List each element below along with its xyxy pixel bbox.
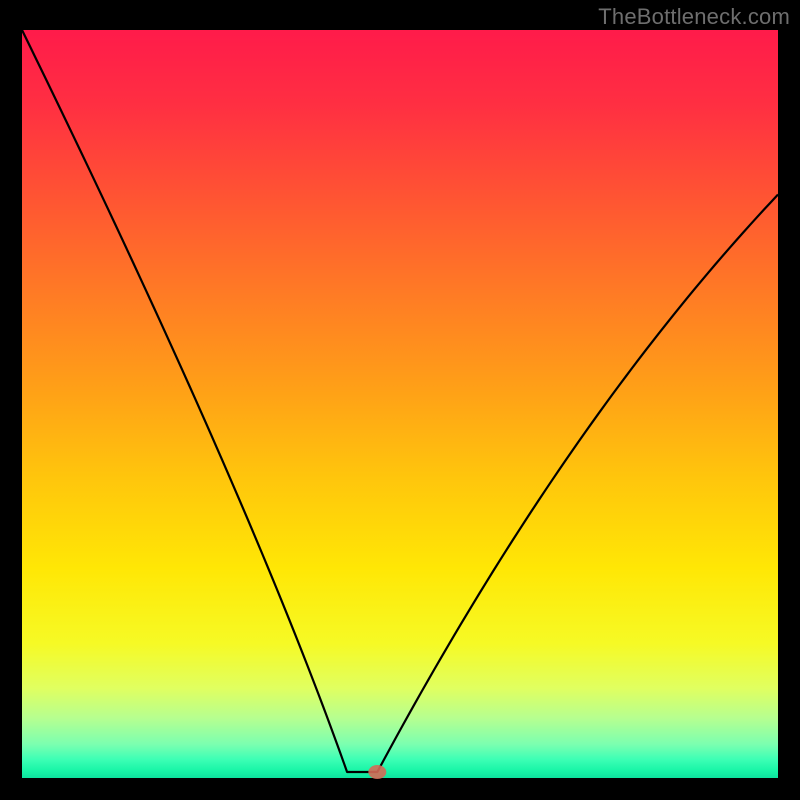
bottleneck-chart (0, 0, 800, 800)
watermark-text: TheBottleneck.com (598, 4, 790, 30)
figure-container: TheBottleneck.com (0, 0, 800, 800)
optimal-point-marker (368, 765, 386, 779)
gradient-background (22, 30, 778, 778)
